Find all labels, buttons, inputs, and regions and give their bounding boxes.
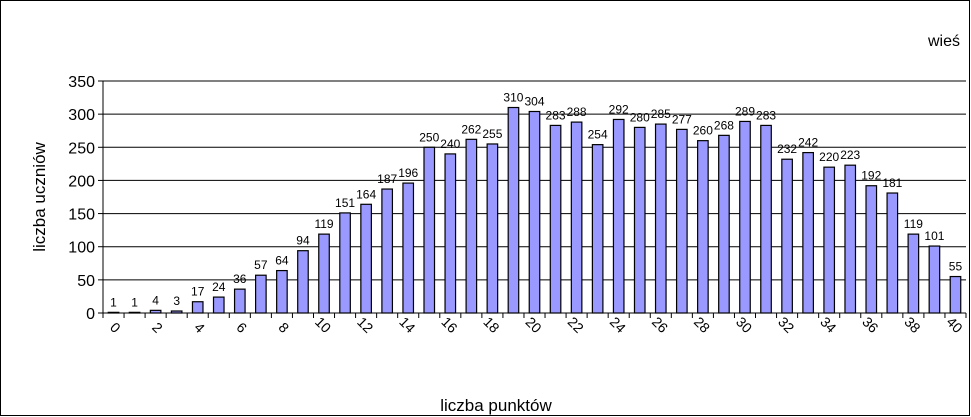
data-label: 268	[714, 118, 734, 132]
bar	[423, 146, 436, 314]
data-label: 260	[693, 124, 713, 138]
bar	[802, 151, 814, 314]
bar	[612, 118, 625, 314]
y-tick-label: 0	[86, 306, 95, 323]
data-label: 280	[630, 110, 650, 124]
y-tick-label: 50	[77, 273, 95, 290]
data-label: 310	[503, 91, 523, 105]
bar	[170, 310, 183, 314]
data-label: 151	[335, 196, 355, 210]
bar	[276, 269, 288, 314]
bar	[444, 153, 457, 314]
bar	[633, 126, 646, 314]
bar	[823, 166, 836, 314]
data-label: 3	[173, 294, 180, 308]
y-tick-label: 100	[68, 240, 95, 257]
x-axis-title: liczba punktów	[440, 396, 552, 415]
bar	[570, 121, 583, 314]
y-tick-label: 200	[68, 173, 95, 190]
bar	[907, 233, 920, 314]
data-label: 24	[212, 280, 226, 294]
data-label: 57	[254, 258, 268, 272]
data-label: 55	[949, 260, 963, 274]
data-label: 94	[296, 234, 310, 248]
bar	[549, 124, 562, 314]
bar	[781, 158, 793, 314]
bar	[318, 233, 330, 314]
bar	[107, 311, 120, 314]
bar	[760, 124, 772, 314]
data-label: 288	[567, 105, 587, 119]
bar	[718, 134, 730, 314]
data-label: 250	[419, 130, 439, 144]
bar	[654, 123, 667, 314]
legend-entry: wieś	[927, 33, 960, 50]
data-label: 285	[651, 107, 671, 121]
data-label: 277	[672, 112, 692, 126]
y-tick-label: 250	[68, 140, 95, 157]
data-label: 292	[609, 102, 629, 116]
bar	[886, 192, 899, 314]
bar	[486, 143, 499, 314]
bar	[191, 301, 204, 314]
data-label: 181	[882, 176, 902, 190]
bar	[865, 185, 878, 314]
data-label: 1	[131, 295, 138, 309]
bar	[949, 275, 962, 314]
data-label: 192	[861, 169, 881, 183]
data-label: 283	[546, 108, 566, 122]
data-label: 4	[152, 293, 159, 307]
data-label: 164	[356, 187, 376, 201]
data-label: 255	[482, 127, 502, 141]
data-label: 240	[440, 137, 460, 151]
bar	[528, 110, 541, 314]
bar	[739, 120, 751, 314]
data-label: 119	[314, 217, 333, 231]
data-label: 119	[904, 217, 923, 231]
bar	[675, 128, 688, 314]
bar	[149, 309, 162, 314]
bar	[697, 140, 709, 314]
data-label: 232	[777, 142, 797, 156]
data-label: 101	[924, 229, 944, 243]
bar	[844, 164, 857, 314]
data-label: 289	[735, 104, 755, 118]
bar	[928, 245, 941, 314]
bar	[360, 203, 372, 314]
bar	[381, 188, 394, 314]
bar	[233, 288, 246, 314]
bar	[465, 138, 478, 314]
data-label: 254	[588, 128, 608, 142]
y-tick-label: 300	[68, 107, 95, 124]
data-label: 242	[798, 136, 818, 150]
bar	[255, 274, 267, 314]
y-tick-label: 350	[68, 74, 95, 91]
data-label: 196	[398, 166, 418, 180]
data-label: 262	[461, 122, 481, 136]
y-tick-label: 150	[68, 207, 95, 224]
data-label: 223	[840, 148, 860, 162]
data-label: 1	[110, 295, 117, 309]
data-label: 64	[275, 254, 289, 268]
data-label: 304	[524, 94, 544, 108]
bar	[402, 182, 415, 314]
data-label: 36	[233, 272, 247, 286]
bar	[297, 250, 309, 314]
bar	[339, 212, 351, 314]
bar	[507, 106, 520, 314]
bar	[128, 311, 141, 314]
data-label: 187	[377, 172, 397, 186]
bar	[591, 144, 604, 314]
data-label: 220	[819, 150, 839, 164]
data-label: 283	[756, 108, 776, 122]
bar	[212, 296, 225, 314]
y-axis-title: liczba uczniów	[30, 141, 49, 251]
data-label: 17	[191, 285, 205, 299]
